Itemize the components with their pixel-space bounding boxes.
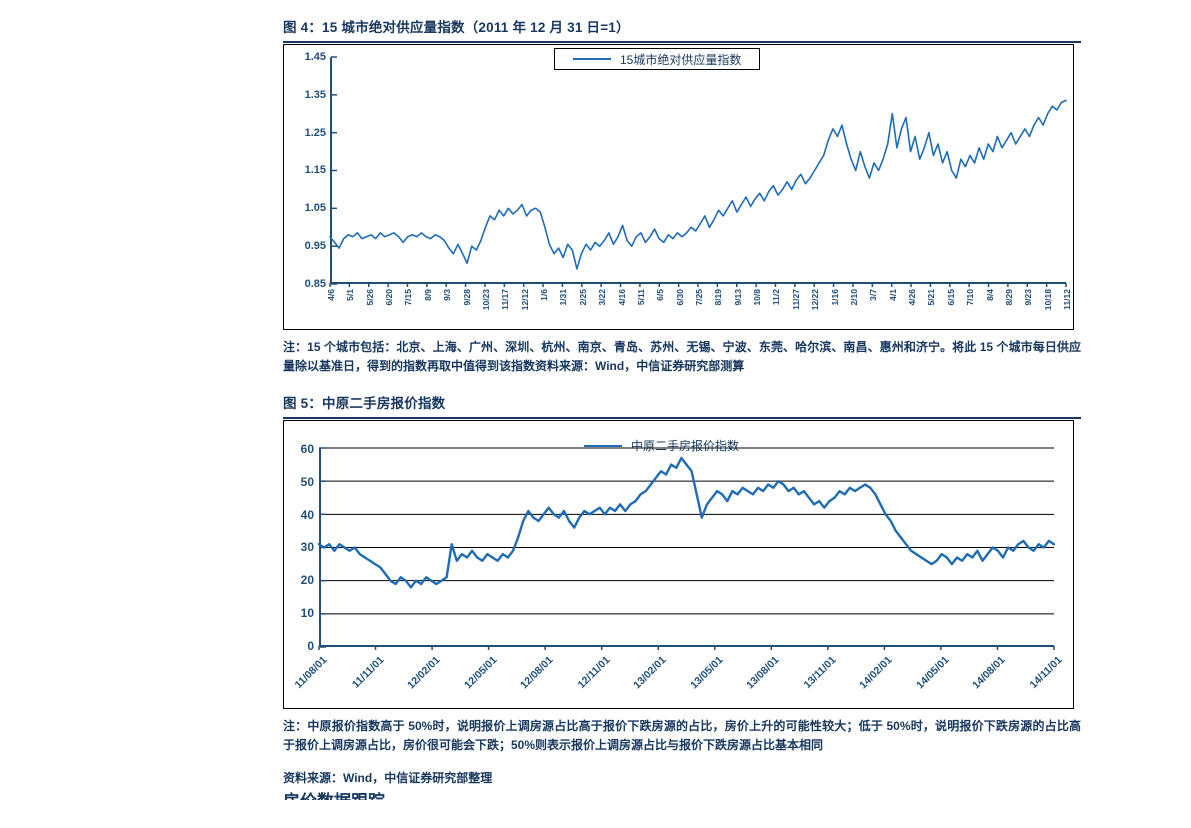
figure4-legend-label: 15城市绝对供应量指数 bbox=[620, 52, 742, 67]
x-tick-label: 5/11 bbox=[635, 289, 646, 306]
y-tick-label: 0.85 bbox=[304, 277, 326, 290]
x-tick-label: 12/05/01 bbox=[461, 654, 500, 692]
figure4-plot-area bbox=[329, 56, 1067, 287]
y-tick-label: 0 bbox=[307, 638, 314, 653]
report-column: 图 4：15 城市绝对供应量指数（2011 年 12 月 31 日=1） 1.4… bbox=[283, 0, 1081, 800]
x-tick-label: 9/23 bbox=[1023, 289, 1034, 306]
figure4-title: 图 4：15 城市绝对供应量指数（2011 年 12 月 31 日=1） bbox=[283, 20, 1081, 43]
x-tick-label: 11/2 bbox=[771, 289, 782, 306]
legend-line-icon bbox=[573, 58, 611, 60]
x-tick-label: 13/02/01 bbox=[631, 654, 669, 692]
legend-line-icon bbox=[584, 444, 622, 447]
x-tick-label: 8/9 bbox=[422, 289, 433, 301]
x-tick-label: 14/05/01 bbox=[914, 654, 952, 692]
x-tick-label: 5/26 bbox=[364, 289, 375, 306]
y-tick-label: 20 bbox=[300, 573, 314, 588]
x-tick-label: 4/6 bbox=[326, 289, 336, 301]
x-tick-label: 11/08/01 bbox=[292, 654, 330, 691]
x-tick-label: 11/12 bbox=[1062, 289, 1072, 310]
x-tick-label: 8/19 bbox=[713, 289, 724, 306]
x-tick-label: 2/10 bbox=[848, 289, 859, 306]
x-tick-label: 6/15 bbox=[945, 289, 956, 306]
y-tick-label: 1.45 bbox=[304, 51, 326, 63]
x-tick-label: 8/4 bbox=[984, 289, 995, 301]
y-tick-label: 60 bbox=[300, 442, 314, 456]
x-tick-label: 5/1 bbox=[345, 289, 356, 301]
x-tick-label: 12/22 bbox=[810, 289, 821, 311]
x-tick-label: 11/17 bbox=[500, 289, 511, 310]
figure4-chart: 1.45 1.35 1.25 1.15 1.05 0.95 0.85 15城市绝对供应量指数… bbox=[283, 44, 1074, 330]
x-tick-label: 3/7 bbox=[868, 289, 879, 301]
x-tick-label: 13/05/01 bbox=[687, 654, 726, 692]
x-tick-label: 7/25 bbox=[694, 289, 704, 306]
x-tick-label: 6/20 bbox=[384, 289, 395, 306]
x-tick-label: 4/16 bbox=[616, 289, 627, 306]
x-tick-label: 12/12 bbox=[519, 289, 530, 311]
x-tick-label: 12/11/01 bbox=[575, 654, 613, 691]
x-tick-label: 6/30 bbox=[674, 289, 685, 306]
figure5-legend: 中原二手房报价指数 bbox=[584, 437, 739, 454]
figure5-plot-area bbox=[317, 447, 1056, 650]
x-tick-label: 9/13 bbox=[732, 289, 743, 306]
figure4-y-axis-labels: 1.45 1.35 1.25 1.15 1.05 0.95 0.85 bbox=[286, 51, 326, 290]
x-tick-label: 2/25 bbox=[577, 289, 588, 306]
figure5-title: 图 5：中原二手房报价指数 bbox=[283, 396, 1081, 419]
y-tick-label: 1.25 bbox=[304, 126, 326, 139]
x-tick-label: 1/31 bbox=[558, 289, 569, 306]
y-tick-label: 1.05 bbox=[304, 202, 326, 215]
x-tick-label: 14/11/01 bbox=[1027, 654, 1065, 691]
x-tick-label: 9/28 bbox=[461, 289, 472, 306]
x-tick-label: 14/08/01 bbox=[970, 654, 1008, 692]
figure5-legend-label: 中原二手房报价指数 bbox=[631, 439, 740, 453]
x-tick-label: 7/15 bbox=[403, 289, 414, 306]
x-tick-label: 9/3 bbox=[442, 289, 453, 301]
x-tick-label: 1/6 bbox=[539, 289, 550, 301]
x-tick-label: 6/5 bbox=[655, 289, 666, 301]
x-tick-label: 14/02/01 bbox=[857, 654, 895, 692]
x-tick-label: 4/26 bbox=[907, 289, 918, 306]
x-tick-label: 3/22 bbox=[597, 289, 608, 306]
figure4-legend: 15城市绝对供应量指数 bbox=[554, 48, 761, 70]
x-tick-label: 12/02/01 bbox=[405, 654, 443, 692]
figure4-note: 注：15 个城市包括：北京、上海、广州、深圳、杭州、南京、青岛、苏州、无锡、宁波… bbox=[283, 340, 1081, 373]
x-tick-label: 8/29 bbox=[1003, 289, 1014, 306]
y-tick-label: 1.35 bbox=[304, 88, 326, 101]
x-tick-label: 7/10 bbox=[965, 289, 976, 306]
y-tick-label: 1.15 bbox=[304, 164, 326, 177]
x-tick-label: 13/11/01 bbox=[801, 654, 839, 691]
figure5-note: 注：中原报价指数高于 50%时，说明报价上调房源占比高于报价下跌房源的占比，房价… bbox=[283, 719, 1081, 752]
x-tick-label: 4/1 bbox=[887, 289, 898, 301]
x-tick-label: 10/18 bbox=[1042, 289, 1053, 311]
figure5-chart: 60 50 40 30 20 10 0 中原二手房报价指数 11/08/01 11/11/01… bbox=[283, 420, 1074, 709]
x-tick-label: 10/8 bbox=[752, 289, 763, 306]
y-tick-label: 0.95 bbox=[304, 240, 326, 253]
y-tick-label: 50 bbox=[300, 474, 314, 489]
y-tick-label: 30 bbox=[300, 540, 314, 555]
x-tick-label: 5/21 bbox=[926, 289, 937, 306]
x-tick-label: 1/16 bbox=[829, 289, 840, 306]
x-tick-label: 12/08/01 bbox=[518, 654, 556, 692]
figure5-y-axis-labels: 60 50 40 30 20 10 0 bbox=[288, 442, 314, 653]
x-tick-label: 11/27 bbox=[790, 289, 801, 310]
x-tick-label: 10/23 bbox=[480, 289, 491, 311]
x-tick-label: 13/08/01 bbox=[744, 654, 782, 692]
y-tick-label: 10 bbox=[300, 606, 314, 621]
source-line: 资料来源：Wind，中信证券研究部整理 bbox=[283, 771, 493, 785]
clipped-section-heading: 房价数据跟踪 bbox=[283, 792, 1081, 800]
x-tick-label: 11/11/01 bbox=[349, 654, 387, 691]
y-tick-label: 40 bbox=[300, 507, 314, 522]
